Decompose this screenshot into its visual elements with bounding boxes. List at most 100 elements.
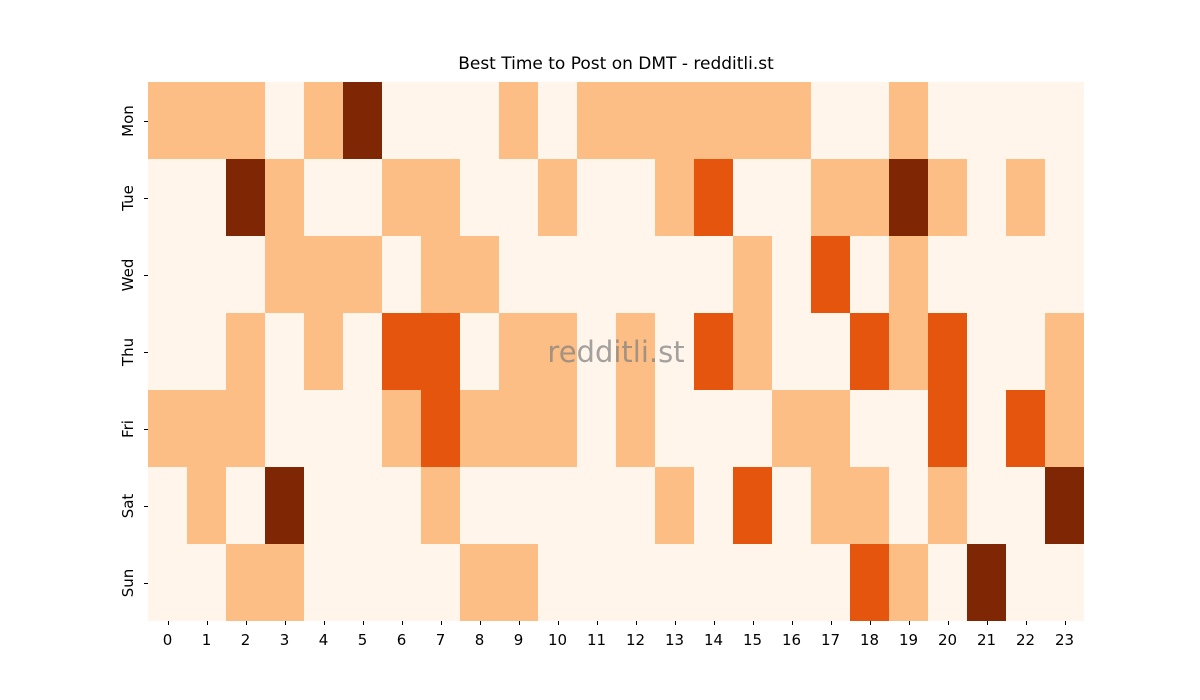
heatmap-cell [499, 313, 538, 390]
heatmap-cell [265, 544, 304, 621]
x-axis-label: 10 [547, 631, 568, 649]
heatmap-cell [616, 313, 655, 390]
heatmap-cell [148, 313, 187, 390]
x-axis-tick [986, 621, 988, 625]
x-axis-label: 15 [742, 631, 763, 649]
x-axis-label: 22 [1015, 631, 1036, 649]
heatmap-cell [577, 159, 616, 236]
y-axis-label: Sun [119, 568, 137, 597]
x-axis-tick [713, 621, 715, 625]
x-axis-label: 14 [703, 631, 724, 649]
y-axis-label: Sat [119, 493, 137, 518]
heatmap-cell [343, 390, 382, 467]
heatmap-cell [421, 467, 460, 544]
heatmap-cell [343, 467, 382, 544]
heatmap-cell [382, 544, 421, 621]
heatmap-cell [226, 390, 265, 467]
heatmap-cell [577, 544, 616, 621]
heatmap-cell [616, 544, 655, 621]
heatmap-cell [967, 390, 1006, 467]
heatmap-cell [850, 390, 889, 467]
x-axis-tick [167, 621, 169, 625]
heatmap-cell [733, 467, 772, 544]
y-axis-tick [144, 274, 148, 276]
heatmap-cell [889, 390, 928, 467]
heatmap-cell [811, 313, 850, 390]
heatmap-cell [889, 159, 928, 236]
heatmap-cell [148, 390, 187, 467]
heatmap-cell [304, 82, 343, 159]
heatmap-cell [538, 390, 577, 467]
heatmap-cell [811, 544, 850, 621]
heatmap-cell [382, 390, 421, 467]
heatmap-cell [967, 544, 1006, 621]
x-axis-label: 7 [435, 631, 446, 649]
x-axis-label: 21 [976, 631, 997, 649]
heatmap-cell [772, 313, 811, 390]
heatmap-cell [226, 544, 265, 621]
heatmap-cell [733, 313, 772, 390]
x-axis-tick [674, 621, 676, 625]
x-axis-tick [830, 621, 832, 625]
heatmap-cell [499, 82, 538, 159]
heatmap-cell [1045, 544, 1084, 621]
heatmap-cell [811, 82, 850, 159]
heatmap-cell [967, 236, 1006, 313]
heatmap-cell [226, 236, 265, 313]
heatmap-cell [850, 544, 889, 621]
heatmap-cell [811, 236, 850, 313]
heatmap-cell [1006, 159, 1045, 236]
heatmap-cell [655, 313, 694, 390]
heatmap-cell [577, 82, 616, 159]
y-axis-tick [144, 505, 148, 507]
x-axis-tick [1025, 621, 1027, 625]
heatmap-cell [538, 159, 577, 236]
x-axis-tick [479, 621, 481, 625]
heatmap-cell [655, 82, 694, 159]
heatmap-cell [772, 544, 811, 621]
heatmap-cell [421, 390, 460, 467]
heatmap-cell [343, 236, 382, 313]
x-axis-label: 17 [820, 631, 841, 649]
heatmap-cell [616, 82, 655, 159]
heatmap-cell [226, 313, 265, 390]
heatmap-cell [499, 544, 538, 621]
heatmap-cell [850, 313, 889, 390]
heatmap-cell [733, 236, 772, 313]
heatmap-cell [967, 313, 1006, 390]
heatmap-cell [421, 82, 460, 159]
heatmap-cell [1045, 467, 1084, 544]
heatmap-cell [382, 159, 421, 236]
heatmap-cell [538, 82, 577, 159]
x-axis-label: 6 [396, 631, 407, 649]
x-axis-label: 8 [474, 631, 485, 649]
heatmap-cell [1006, 82, 1045, 159]
heatmap-cells [148, 82, 1084, 621]
heatmap-cell [655, 544, 694, 621]
heatmap-cell [226, 159, 265, 236]
x-axis-tick [401, 621, 403, 625]
x-axis-tick [323, 621, 325, 625]
heatmap-cell [187, 390, 226, 467]
x-axis-label: 23 [1054, 631, 1075, 649]
x-axis-tick [596, 621, 598, 625]
y-axis-tick [144, 428, 148, 430]
heatmap-cell [655, 467, 694, 544]
heatmap-cell [1006, 467, 1045, 544]
x-axis-label: 3 [279, 631, 290, 649]
heatmap-cell [1045, 82, 1084, 159]
heatmap-cell [577, 313, 616, 390]
heatmap-cell [343, 159, 382, 236]
x-axis-label: 9 [513, 631, 524, 649]
heatmap-cell [772, 159, 811, 236]
heatmap-cell [421, 159, 460, 236]
heatmap-cell [655, 390, 694, 467]
heatmap-cell [538, 467, 577, 544]
heatmap-cell [343, 82, 382, 159]
heatmap-cell [499, 236, 538, 313]
x-axis-tick [245, 621, 247, 625]
x-axis-tick [440, 621, 442, 625]
heatmap-cell [694, 544, 733, 621]
heatmap-cell [460, 236, 499, 313]
heatmap-cell [382, 467, 421, 544]
